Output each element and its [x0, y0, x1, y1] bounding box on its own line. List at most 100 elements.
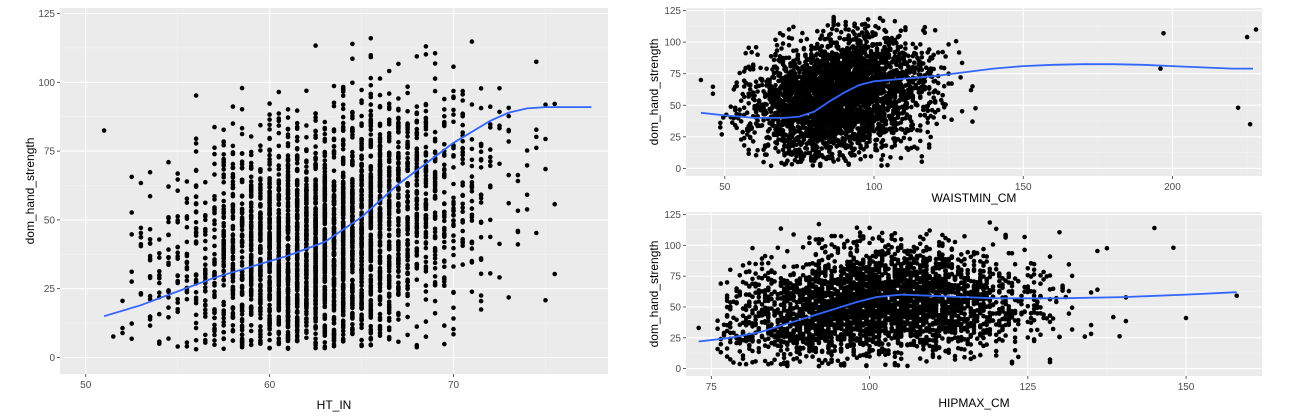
data-point	[405, 332, 410, 338]
data-point	[322, 207, 328, 213]
data-point	[359, 325, 364, 331]
data-point	[340, 196, 346, 202]
data-point	[157, 273, 162, 278]
data-point	[267, 292, 272, 298]
data-point	[313, 115, 318, 120]
data-point	[230, 323, 236, 328]
data-point	[350, 296, 355, 302]
data-point	[267, 199, 272, 205]
data-point	[340, 231, 346, 236]
y-tick-label: 100	[38, 78, 55, 89]
data-point	[350, 135, 355, 140]
data-point	[193, 168, 199, 174]
data-point	[285, 172, 291, 177]
data-point	[294, 200, 300, 206]
data-point	[442, 239, 447, 245]
data-point	[184, 179, 190, 184]
data-point	[230, 254, 236, 259]
data-point	[801, 45, 807, 51]
data-point	[405, 314, 410, 320]
data-point	[221, 180, 226, 185]
data-point	[949, 117, 954, 122]
data-point	[460, 152, 466, 158]
data-point	[432, 256, 438, 261]
data-point	[258, 191, 263, 196]
data-point	[386, 219, 392, 225]
data-point	[350, 225, 355, 231]
data-point	[166, 305, 171, 310]
data-point	[221, 157, 226, 162]
data-point	[405, 109, 410, 114]
data-point	[212, 289, 217, 294]
data-point	[322, 172, 328, 177]
data-point	[304, 330, 309, 336]
data-point	[212, 206, 217, 212]
data-point	[340, 259, 346, 265]
data-point	[405, 302, 410, 308]
data-point	[313, 128, 318, 134]
data-point	[755, 148, 760, 153]
data-point	[340, 290, 346, 296]
data-point	[276, 252, 282, 258]
data-point	[862, 154, 868, 159]
data-point	[396, 261, 401, 267]
data-point	[460, 228, 466, 234]
data-point	[203, 255, 208, 261]
data-point	[221, 209, 226, 215]
data-point	[239, 125, 245, 131]
data-point	[515, 242, 521, 247]
data-point	[359, 113, 364, 119]
data-point	[313, 184, 318, 189]
data-point	[359, 201, 364, 207]
data-point	[166, 232, 171, 238]
data-point	[386, 211, 392, 217]
data-point	[350, 199, 355, 204]
data-point	[285, 177, 291, 183]
data-point	[285, 262, 291, 267]
data-point	[304, 292, 309, 298]
data-point	[359, 153, 364, 158]
data-point	[396, 339, 401, 345]
data-point	[442, 171, 447, 177]
data-point	[138, 243, 144, 249]
data-point	[432, 281, 438, 287]
data-point	[442, 153, 447, 158]
data-point	[368, 323, 374, 329]
data-point	[294, 292, 300, 297]
data-point	[175, 278, 180, 284]
data-point	[166, 184, 171, 189]
data-point	[432, 260, 438, 266]
data-point	[386, 122, 392, 127]
data-point	[258, 282, 263, 288]
y-tick-label: 0	[675, 164, 681, 175]
data-point	[879, 157, 884, 162]
data-point	[276, 220, 282, 226]
data-point	[340, 185, 346, 190]
data-point	[285, 309, 291, 315]
data-point	[258, 122, 263, 128]
data-point	[248, 254, 254, 259]
data-point	[322, 193, 328, 198]
data-point	[414, 182, 420, 188]
data-point	[460, 122, 466, 128]
data-point	[451, 181, 456, 187]
data-point	[212, 172, 217, 177]
data-point	[741, 78, 747, 83]
data-point	[285, 215, 291, 221]
data-point	[913, 45, 919, 51]
data-point	[267, 323, 272, 329]
data-point	[423, 289, 429, 294]
data-point	[267, 181, 272, 187]
data-point	[267, 185, 272, 190]
data-point	[835, 22, 841, 27]
data-point	[359, 137, 364, 142]
data-point	[147, 317, 153, 322]
data-point	[368, 225, 374, 231]
data-point	[350, 251, 355, 257]
data-point	[359, 188, 364, 194]
data-point	[239, 277, 245, 283]
data-point	[322, 244, 328, 250]
y-tick-label: 125	[664, 6, 681, 17]
data-point	[359, 267, 364, 272]
data-point	[423, 44, 429, 49]
